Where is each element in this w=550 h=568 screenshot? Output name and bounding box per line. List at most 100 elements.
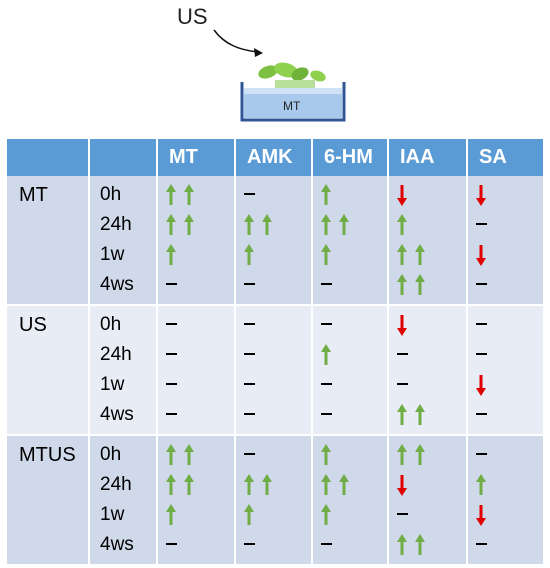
time-label: 1w	[100, 374, 125, 395]
up-arrow-icon	[397, 444, 407, 465]
table-cell	[166, 272, 206, 302]
up-arrow-icon	[415, 534, 425, 555]
header-cell	[89, 139, 157, 176]
column-divider	[88, 139, 90, 176]
table-cell	[166, 342, 206, 372]
up-arrow-icon	[244, 244, 254, 265]
no-change-dash	[476, 323, 487, 325]
table-cell	[166, 532, 206, 562]
table-cell	[244, 502, 284, 532]
up-arrow-icon	[244, 214, 254, 235]
time-label: 4ws	[100, 274, 134, 295]
up-arrow-icon	[166, 184, 176, 205]
no-change-dash	[321, 413, 332, 415]
header-cell: SA	[467, 139, 543, 176]
column-divider	[387, 436, 389, 564]
up-arrow-icon	[415, 244, 425, 265]
column-divider	[311, 139, 313, 176]
ultrasound-label: US	[177, 4, 208, 29]
table-cell	[476, 372, 516, 402]
column-divider	[387, 139, 389, 176]
up-arrow-icon	[321, 214, 331, 235]
table-cell	[321, 212, 361, 242]
table-cell	[397, 312, 437, 342]
group-divider	[7, 434, 543, 436]
table-cell	[321, 372, 361, 402]
column-divider	[156, 176, 158, 304]
column-divider	[156, 436, 158, 564]
table-cell	[397, 372, 437, 402]
up-arrow-icon	[184, 444, 194, 465]
time-label: 1w	[100, 504, 125, 525]
column-divider	[466, 306, 468, 434]
no-change-dash	[166, 543, 177, 545]
no-change-dash	[397, 383, 408, 385]
table-cell	[244, 312, 284, 342]
time-label: 4ws	[100, 404, 134, 425]
up-arrow-icon	[321, 474, 331, 495]
up-arrow-icon	[166, 244, 176, 265]
column-divider	[311, 306, 313, 434]
table-cell	[397, 212, 437, 242]
table-cell	[244, 402, 284, 432]
column-divider	[88, 306, 90, 434]
time-label: 24h	[100, 344, 132, 365]
column-divider	[311, 436, 313, 564]
no-change-dash	[397, 513, 408, 515]
down-arrow-icon	[476, 185, 486, 206]
table-cell	[321, 532, 361, 562]
down-arrow-icon	[476, 505, 486, 526]
table-cell	[321, 242, 361, 272]
no-change-dash	[244, 193, 255, 195]
table-cell	[397, 472, 437, 502]
no-change-dash	[321, 383, 332, 385]
down-arrow-icon	[397, 475, 407, 496]
header-cell: AMK	[235, 139, 312, 176]
column-divider	[311, 176, 313, 304]
table-cell	[397, 242, 437, 272]
column-divider	[88, 436, 90, 564]
up-arrow-icon	[166, 444, 176, 465]
table-cell	[397, 342, 437, 372]
column-divider	[156, 139, 158, 176]
table-cell	[321, 402, 361, 432]
no-change-dash	[321, 323, 332, 325]
table-cell	[397, 182, 437, 212]
no-change-dash	[244, 413, 255, 415]
no-change-dash	[166, 383, 177, 385]
table-cell	[166, 242, 206, 272]
column-divider	[387, 176, 389, 304]
table-cell	[476, 532, 516, 562]
no-change-dash	[321, 543, 332, 545]
group-label: MTUS	[19, 444, 76, 466]
no-change-dash	[321, 283, 332, 285]
no-change-dash	[476, 283, 487, 285]
time-label: 24h	[100, 474, 132, 495]
experiment-illustration: US MT	[0, 0, 550, 130]
up-arrow-icon	[262, 214, 272, 235]
column-divider	[234, 176, 236, 304]
header-cell	[7, 139, 89, 176]
table-cell	[166, 402, 206, 432]
row-group: MTUS 0h 24h 1w 4ws	[7, 436, 543, 564]
header-cell: 6-HM	[312, 139, 388, 176]
no-change-dash	[166, 353, 177, 355]
no-change-dash	[166, 323, 177, 325]
up-arrow-icon	[184, 474, 194, 495]
no-change-dash	[244, 283, 255, 285]
table-cell	[476, 402, 516, 432]
table-cell	[321, 312, 361, 342]
down-arrow-icon	[397, 315, 407, 336]
up-arrow-icon	[321, 504, 331, 525]
up-arrow-icon	[262, 474, 272, 495]
down-arrow-icon	[397, 185, 407, 206]
pot-label: MT	[283, 99, 301, 113]
up-arrow-icon	[397, 274, 407, 295]
up-arrow-icon	[244, 504, 254, 525]
up-arrow-icon	[321, 244, 331, 265]
up-arrow-icon	[184, 214, 194, 235]
up-arrow-icon	[397, 244, 407, 265]
table-cell	[397, 532, 437, 562]
table-cell	[321, 472, 361, 502]
ultrasound-bath-icon	[213, 29, 346, 122]
